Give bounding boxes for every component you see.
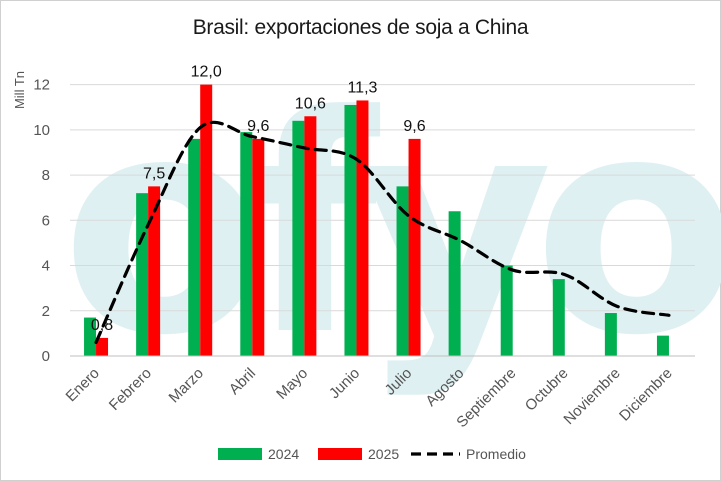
legend-swatch-2025 — [318, 448, 362, 460]
legend-swatch-2024 — [218, 448, 262, 460]
chart-title: Brasil: exportaciones de soja a China — [192, 16, 529, 39]
y-axis-label: Mill Tn — [12, 71, 27, 109]
y-tick-label: 0 — [42, 348, 50, 365]
y-tick-label: 4 — [42, 258, 50, 275]
bar-2024-octubre — [552, 279, 565, 356]
y-tick-label: 10 — [33, 122, 50, 139]
bar-2024-septiembre — [500, 265, 513, 356]
bar-2024-noviembre — [604, 313, 617, 356]
y-tick-label: 8 — [42, 167, 50, 184]
bar-2025-febrero — [148, 186, 161, 356]
bar-2025-abril — [252, 138, 265, 356]
data-label-2025: 9,6 — [403, 118, 425, 135]
data-label-2025: 0,8 — [91, 317, 113, 334]
bar-2024-abril — [240, 132, 253, 356]
bar-2024-marzo — [188, 138, 201, 356]
bar-2025-junio — [356, 100, 369, 356]
line-promedio — [94, 120, 671, 345]
bar-2025-enero — [96, 337, 109, 356]
bar-2024-enero — [84, 317, 97, 356]
data-label-2025: 9,6 — [247, 118, 269, 135]
legend-label-2024: 2024 — [268, 446, 299, 462]
legend-label-promedio: Promedio — [466, 446, 526, 462]
bar-2024-junio — [344, 104, 357, 356]
bar-2025-marzo — [200, 84, 213, 356]
bar-2025-mayo — [304, 116, 317, 357]
bar-2025-julio — [408, 138, 421, 356]
data-label-2025: 7,5 — [143, 165, 165, 182]
bar-2024-mayo — [292, 120, 305, 356]
data-label-2025: 10,6 — [295, 95, 326, 112]
y-tick-label: 12 — [33, 77, 50, 94]
data-label-2025: 11,3 — [347, 79, 377, 96]
data-label-2025: 12,0 — [191, 64, 222, 81]
bar-2024-agosto — [448, 211, 461, 356]
bar-2024-diciembre — [656, 335, 669, 356]
legend-label-2025: 2025 — [368, 446, 399, 462]
bar-2024-febrero — [136, 193, 149, 356]
y-tick-label: 2 — [42, 303, 50, 320]
y-tick-label: 6 — [42, 212, 50, 229]
bar-2024-julio — [396, 186, 409, 356]
